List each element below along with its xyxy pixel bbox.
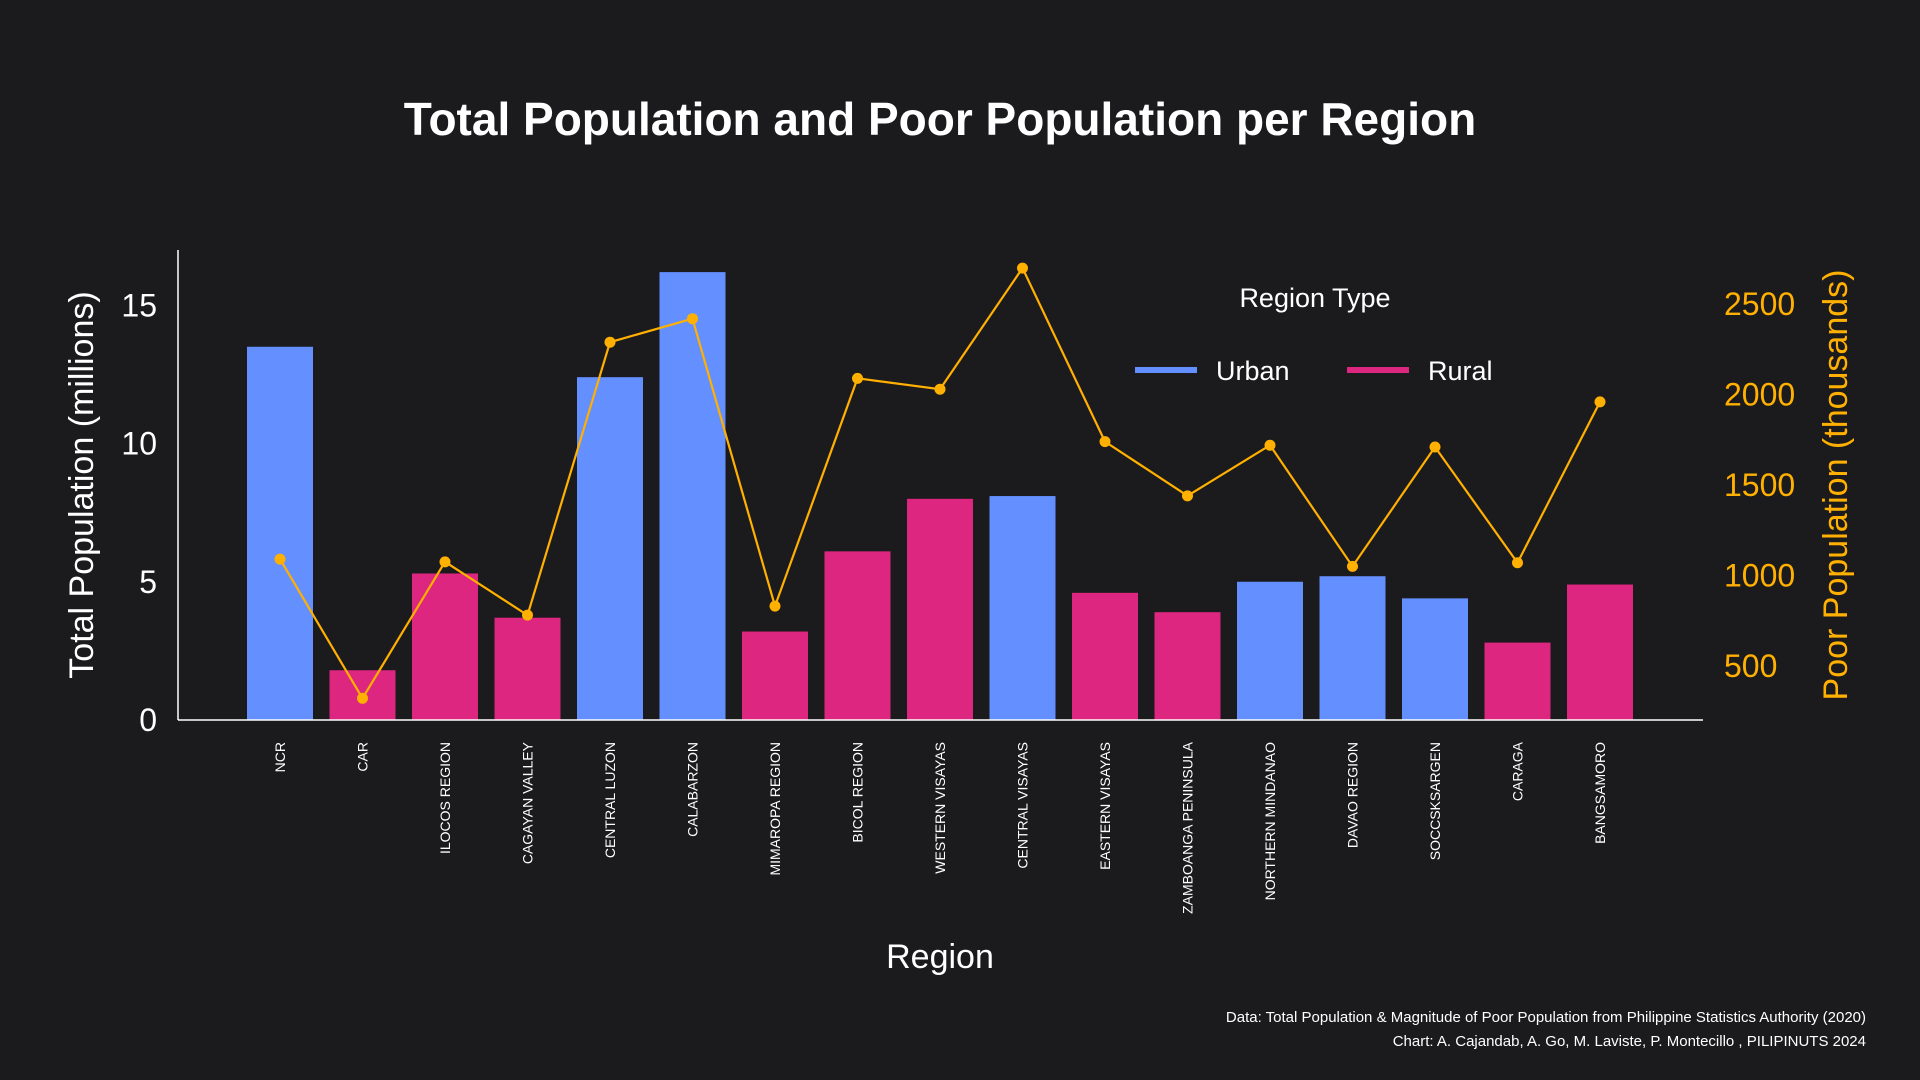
x-tick-label: WESTERN VISAYAS [932,742,948,874]
legend-label-rural: Rural [1428,356,1493,386]
poor-point-cagayan-valley [522,609,533,621]
poor-point-central-luzon [604,336,616,348]
x-tick-label: SOCCSKSARGEN [1427,742,1443,860]
x-tick-labels: NCR CAR ILOCOS REGION CAGAYAN VALLEY CENTRAL… [272,741,1608,914]
y2-tick-label: 1500 [1724,467,1795,503]
x-tick-label: NCR [272,742,288,772]
chart-credit-note: Chart: A. Cajandab, A. Go, M. Laviste, P… [1393,1033,1866,1050]
bar-cagayan-valley [494,617,561,720]
x-tick-label: EASTERN VISAYAS [1097,742,1113,870]
poor-point-ncr [274,553,286,565]
x-tick-label: CENTRAL LUZON [602,742,618,858]
bar-bicol-region [824,551,891,720]
y2-tick-label: 2000 [1724,377,1795,413]
bar-northern-mindanao [1237,581,1303,720]
data-source-note: Data: Total Population & Magnitude of Po… [1226,1009,1866,1026]
y2-tick-label: 500 [1724,648,1777,684]
bar-group [247,272,1633,720]
bar-soccsksargen [1402,598,1468,720]
poor-point-soccsksargen [1429,441,1441,453]
poor-point-central-visayas [1017,262,1028,274]
bar-bangsamoro [1567,584,1633,720]
poor-point-northern-mindanao [1264,439,1276,451]
x-axis-title: Region [886,938,994,976]
x-tick-label: ILOCOS REGION [437,742,453,854]
poor-population-line-group [274,262,1606,704]
bar-ilocos-region [412,573,478,720]
poor-point-ilocos-region [439,556,451,568]
x-tick-label: MIMAROPA REGION [767,742,783,876]
poor-point-car [357,692,368,704]
bar-calabarzon [659,272,726,720]
poor-point-calabarzon [687,313,698,325]
x-tick-label: CAR [355,742,371,772]
bar-caraga [1484,642,1551,720]
bar-mimaropa-region [742,631,808,720]
bar-davao-region [1319,576,1386,720]
bar-western-visayas [907,498,973,720]
x-tick-label: CALABARZON [685,742,701,837]
x-tick-label: DAVAO REGION [1345,742,1361,848]
y-tick-label: 0 [139,702,157,738]
poor-point-davao-region [1347,560,1358,572]
poor-point-caraga [1512,557,1523,569]
x-tick-label: BANGSAMORO [1592,742,1608,844]
x-tick-label: CAGAYAN VALLEY [520,741,536,864]
poor-point-bicol-region [852,372,863,384]
x-tick-label: CENTRAL VISAYAS [1015,742,1031,869]
y-tick-labels: 0 5 10 15 [121,287,157,738]
poor-point-zamboanga-peninsula [1182,490,1193,502]
bar-eastern-visayas [1072,592,1138,720]
bar-ncr [247,346,313,720]
poor-point-bangsamoro [1594,396,1606,408]
x-tick-label: BICOL REGION [850,742,866,843]
poor-point-western-visayas [934,383,946,395]
y-tick-label: 15 [121,287,157,323]
x-tick-label: CARAGA [1510,741,1526,801]
y-tick-label: 10 [121,426,157,462]
y2-axis-title: Poor Population (thousands) [1817,270,1855,701]
y-axis-title: Total Population (millions) [63,291,101,678]
y2-tick-labels: 500 1000 1500 2000 2500 [1724,286,1795,684]
bar-central-visayas [989,496,1056,720]
x-tick-label: ZAMBOANGA PENINSULA [1180,741,1196,914]
y2-tick-label: 1000 [1724,557,1795,593]
y-tick-label: 5 [139,564,157,600]
bar-zamboanga-peninsula [1154,612,1221,720]
legend: Region Type Urban Rural [1135,283,1493,386]
bar-central-luzon [577,377,643,720]
poor-point-eastern-visayas [1099,436,1111,448]
legend-label-urban: Urban [1216,356,1290,386]
chart-title: Total Population and Poor Population per… [404,93,1476,145]
y2-tick-label: 2500 [1724,286,1795,322]
x-tick-label: NORTHERN MINDANAO [1262,742,1278,901]
legend-title: Region Type [1239,283,1390,313]
poor-point-mimaropa-region [769,600,781,612]
